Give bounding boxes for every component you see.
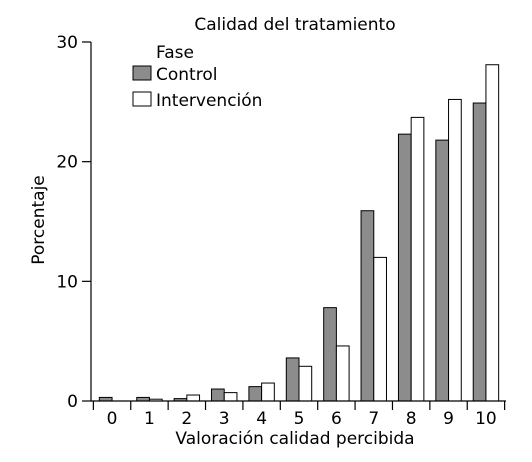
y-tick-label-10: 10 [56, 272, 78, 292]
x-tick-label-1: 1 [144, 409, 155, 429]
y-tick-label-0: 0 [67, 392, 78, 412]
bar-intervencion-8 [410, 116, 425, 402]
x-tick-label-8: 8 [406, 409, 417, 429]
bar-intervencion-10 [485, 64, 500, 402]
bar-control-9 [435, 139, 450, 402]
bar-control-7 [360, 210, 375, 402]
y-axis-label: Porcentaje [29, 175, 49, 265]
bar-intervencion-5 [298, 365, 313, 402]
bar-control-5 [285, 357, 300, 402]
y-ticks-group: 0 10 20 30 [56, 33, 91, 412]
bar-intervencion-4 [261, 382, 275, 402]
legend: Fase Control Intervención [132, 43, 262, 111]
x-tick-label-0: 0 [107, 409, 118, 429]
x-tick-label-10: 10 [475, 409, 497, 429]
bar-intervencion-3 [223, 392, 238, 402]
legend-label-control: Control [156, 65, 217, 85]
legend-label-intervencion: Intervención [156, 91, 262, 111]
bar-control-8 [397, 133, 412, 402]
bar-control-4 [248, 386, 263, 402]
x-tick-label-6: 6 [331, 409, 342, 429]
bar-control-6 [323, 307, 337, 402]
bar-intervencion-9 [448, 98, 462, 402]
x-tick-label-7: 7 [368, 409, 379, 429]
bar-control-3 [211, 388, 225, 402]
legend-swatch-intervencion [132, 91, 152, 107]
legend-swatch-control [132, 65, 152, 81]
chart-title: Calidad del tratamiento [194, 15, 395, 35]
bars-group [98, 64, 500, 402]
bar-intervencion-2 [186, 394, 201, 402]
y-tick-label-30: 30 [56, 33, 78, 53]
legend-title: Fase [156, 43, 194, 63]
bar-control-10 [472, 102, 487, 402]
x-tick-label-2: 2 [181, 409, 192, 429]
x-tick-label-9: 9 [443, 409, 454, 429]
y-tick-label-20: 20 [56, 153, 78, 173]
bar-intervencion-7 [373, 256, 387, 402]
bar-intervencion-6 [335, 345, 350, 402]
x-tick-label-4: 4 [256, 409, 267, 429]
x-tick-label-5: 5 [294, 409, 305, 429]
x-tick-label-3: 3 [219, 409, 230, 429]
x-axis-label: Valoración calidad percibida [175, 429, 414, 449]
x-ticks-group: 0 1 2 3 4 5 6 7 8 9 10 [92, 401, 506, 429]
